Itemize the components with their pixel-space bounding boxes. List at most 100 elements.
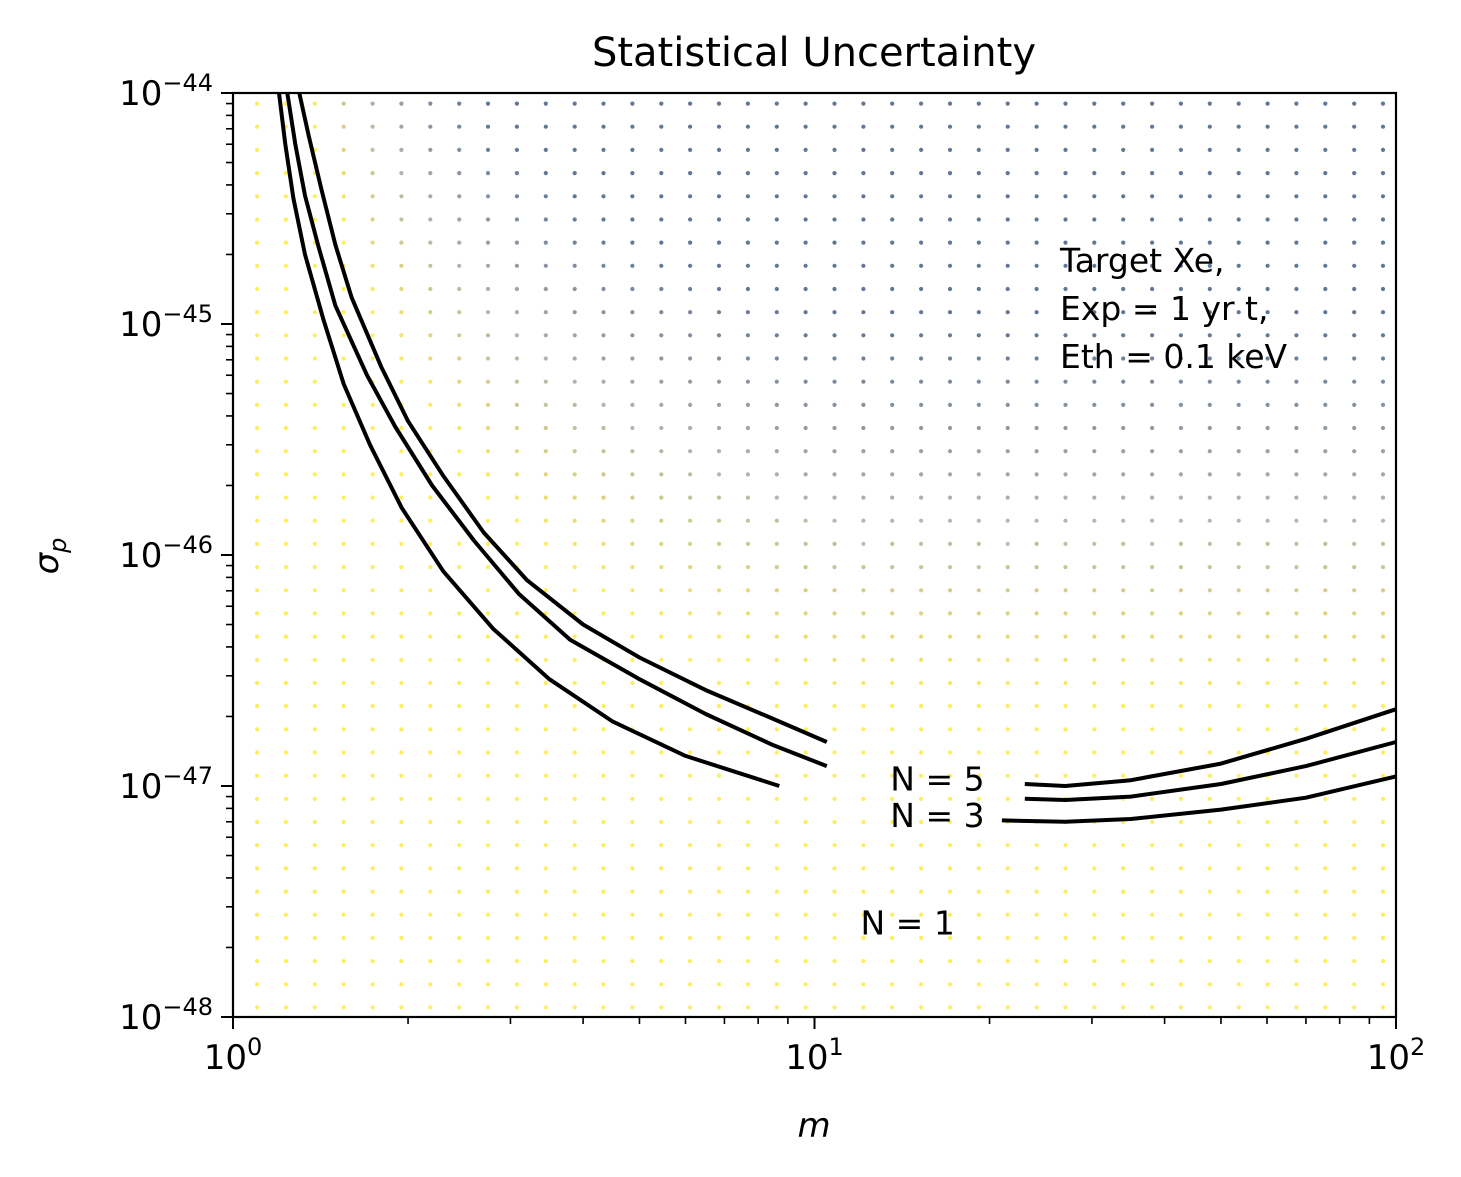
grid-dot — [745, 680, 751, 686]
grid-dot — [716, 704, 722, 709]
grid-dot — [601, 101, 606, 106]
grid-dot — [283, 982, 288, 987]
grid-dot — [688, 611, 693, 616]
grid-dot — [428, 889, 433, 894]
grid-dot — [283, 866, 288, 871]
grid-dot — [890, 680, 895, 686]
grid-dot — [1352, 379, 1357, 384]
grid-dot — [1034, 959, 1039, 964]
grid-dot — [890, 1005, 895, 1010]
grid-dot — [1352, 565, 1357, 570]
grid-dot — [1207, 866, 1212, 871]
grid-dot — [1063, 611, 1068, 616]
grid-dot — [485, 796, 491, 802]
grid-dot — [514, 634, 520, 639]
grid-dot — [1063, 982, 1068, 987]
grid-dot — [745, 982, 751, 987]
grid-dot — [688, 171, 693, 176]
grid-dot — [1380, 889, 1386, 894]
grid-dot — [745, 449, 751, 454]
grid-dot — [1178, 750, 1183, 755]
grid-dot — [659, 565, 664, 570]
grid-dot — [947, 541, 953, 547]
grid-dot — [341, 680, 346, 686]
grid-dot — [1150, 843, 1155, 848]
grid-dot — [659, 634, 664, 639]
grid-dot — [543, 773, 548, 778]
grid-dot — [399, 819, 404, 825]
grid-dot — [543, 588, 548, 593]
grid-dot — [890, 402, 895, 407]
grid-dot — [1005, 565, 1010, 570]
grid-dot — [630, 541, 635, 547]
grid-dot — [1092, 379, 1097, 384]
grid-dot — [1236, 101, 1241, 106]
grid-dot — [688, 773, 693, 778]
grid-dot — [1092, 680, 1097, 686]
grid-dot — [543, 379, 548, 384]
grid-dot — [370, 541, 375, 547]
grid-dot — [370, 935, 375, 941]
grid-dot — [659, 194, 664, 199]
grid-dot — [1092, 541, 1097, 547]
grid-dot — [688, 101, 693, 106]
background-dot-grid — [255, 101, 1386, 1010]
grid-dot — [1294, 935, 1299, 941]
grid-dot — [1092, 657, 1097, 662]
grid-dot — [370, 402, 375, 407]
y-tick-label: 10−46 — [119, 531, 213, 576]
grid-dot — [1265, 565, 1270, 570]
grid-dot — [255, 171, 260, 176]
grid-dot — [1207, 565, 1212, 570]
grid-dot — [976, 263, 981, 268]
grid-dot — [1294, 843, 1299, 848]
grid-dot — [832, 819, 837, 825]
grid-dot — [1265, 101, 1270, 106]
grid-dot — [716, 425, 722, 431]
grid-dot — [255, 310, 260, 315]
grid-dot — [1352, 796, 1357, 802]
grid-dot — [659, 912, 664, 917]
grid-dot — [312, 379, 317, 384]
grid-dot — [1207, 727, 1212, 732]
grid-dot — [1294, 889, 1299, 894]
grid-dot — [283, 217, 288, 222]
grid-dot — [255, 124, 260, 129]
grid-dot — [947, 912, 953, 917]
grid-dot — [890, 750, 895, 755]
grid-dot — [255, 889, 260, 894]
grid-dot — [312, 843, 317, 848]
grid-dot — [688, 634, 693, 639]
grid-dot — [745, 379, 751, 384]
grid-dot — [659, 889, 664, 894]
grid-dot — [341, 657, 346, 662]
grid-dot — [514, 518, 520, 523]
grid-dot — [1121, 657, 1126, 662]
grid-dot — [485, 588, 491, 593]
grid-dot — [861, 217, 866, 222]
grid-dot — [919, 843, 924, 848]
grid-dot — [947, 518, 953, 523]
grid-dot — [1063, 634, 1068, 639]
grid-dot — [255, 356, 260, 361]
grid-dot — [1178, 843, 1183, 848]
grid-dot — [1178, 402, 1183, 407]
grid-dot — [1005, 425, 1010, 431]
grid-dot — [890, 982, 895, 987]
grid-dot — [947, 124, 953, 129]
grid-dot — [1323, 402, 1328, 407]
grid-dot — [1236, 217, 1241, 222]
grid-dot — [630, 866, 635, 871]
grid-dot — [399, 680, 404, 686]
grid-dot — [341, 727, 346, 732]
grid-dot — [1121, 449, 1126, 454]
grid-dot — [283, 402, 288, 407]
grid-dot — [312, 982, 317, 987]
grid-dot — [861, 240, 866, 245]
grid-dot — [1323, 124, 1328, 129]
grid-dot — [976, 959, 981, 964]
grid-dot — [1265, 657, 1270, 662]
grid-dot — [1352, 171, 1357, 176]
grid-dot — [399, 425, 404, 431]
grid-dot — [659, 866, 664, 871]
